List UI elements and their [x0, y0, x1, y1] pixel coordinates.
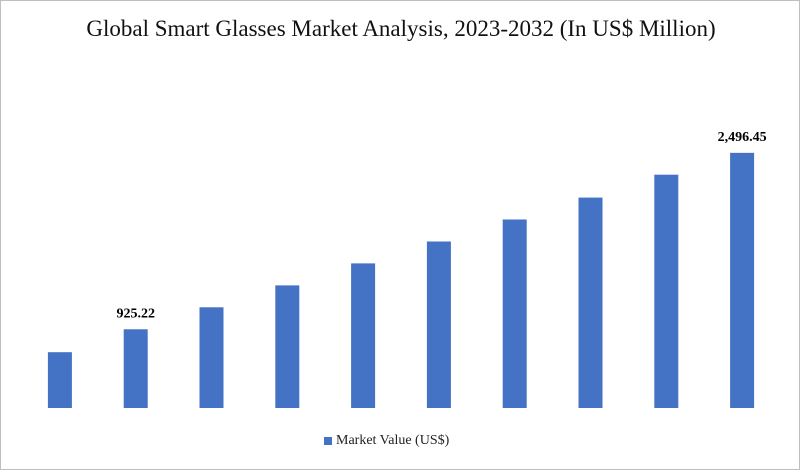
chart-title: Global Smart Glasses Market Analysis, 20…: [86, 16, 716, 41]
bar: [730, 152, 755, 408]
bar: [502, 219, 527, 408]
data-label: 925.22: [116, 306, 155, 321]
bar: [123, 329, 148, 408]
bar: [47, 352, 72, 408]
bar: [578, 197, 603, 408]
data-label: 2,496.45: [718, 130, 767, 145]
bar: [199, 307, 224, 408]
legend-label: Market Value (US$): [336, 433, 450, 448]
bar: [654, 174, 679, 408]
legend-swatch: [324, 437, 332, 445]
bar: [351, 263, 376, 408]
bar: [426, 241, 451, 408]
bar: [275, 285, 300, 408]
